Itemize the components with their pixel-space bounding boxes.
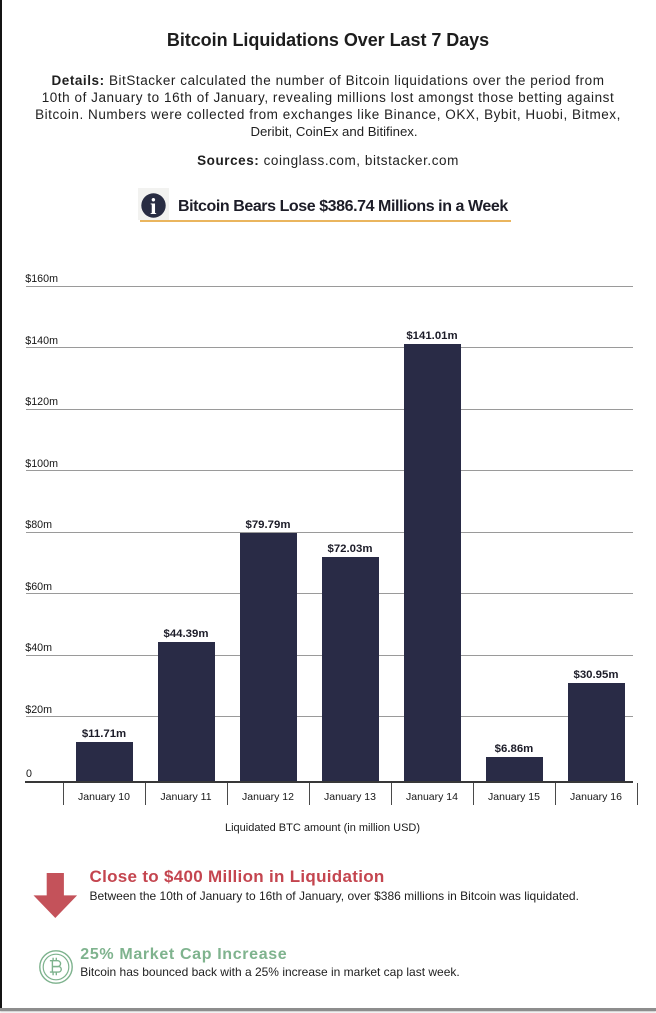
svg-text:i: i [150, 194, 157, 218]
